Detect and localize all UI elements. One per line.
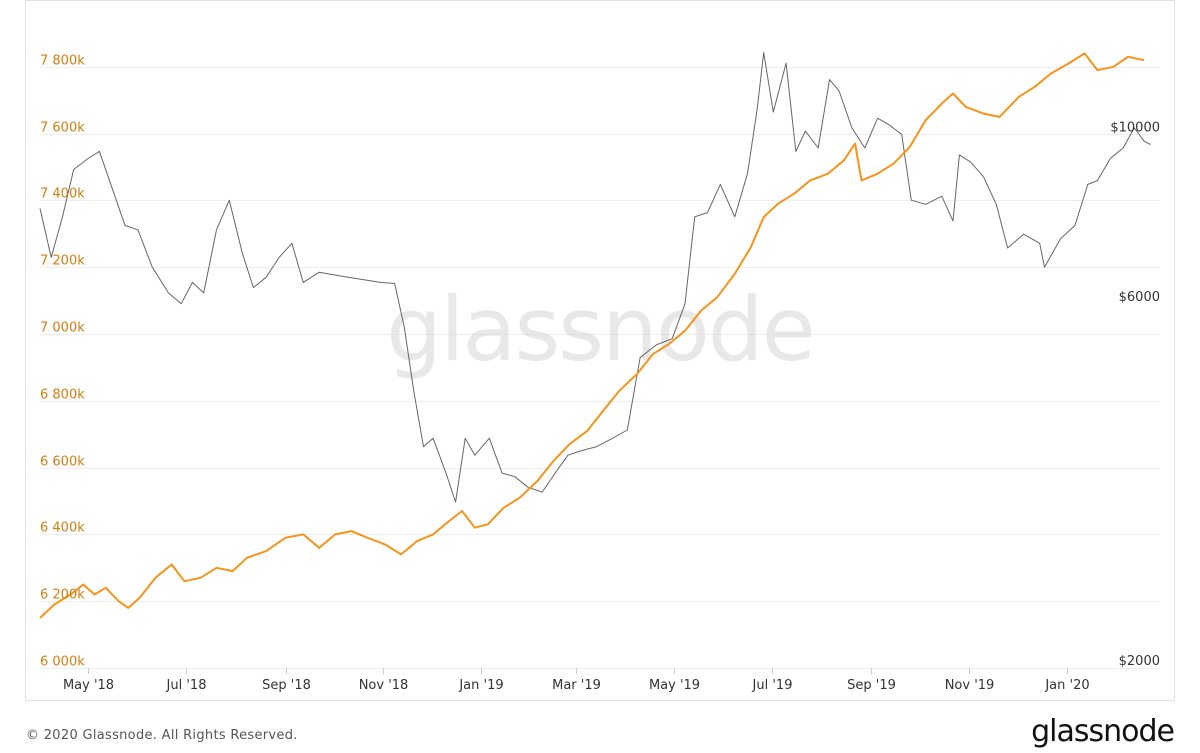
x-tick-label: Sep '18: [262, 678, 311, 693]
glassnode-logo: glassnode: [1031, 714, 1175, 749]
x-tick-label: Nov '19: [945, 678, 995, 693]
y-right-tick-label: $2000: [1119, 654, 1160, 669]
y-left-tick-label: 7 600k: [40, 121, 85, 136]
y-left-tick-label: 7 800k: [40, 54, 85, 69]
x-tick-label: May '19: [649, 678, 700, 693]
x-tick-label: Jul '19: [752, 678, 793, 693]
y-left-tick-label: 6 600k: [40, 455, 85, 470]
x-tick-label: Mar '19: [552, 678, 601, 693]
y-left-tick-label: 6 200k: [40, 588, 85, 603]
x-tick-label: Jan '19: [458, 678, 503, 693]
y-right-tick-label: $6000: [1119, 290, 1160, 305]
copyright-text: © 2020 Glassnode. All Rights Reserved.: [26, 728, 298, 743]
y-left-tick-label: 7 200k: [40, 254, 85, 269]
y-left-tick-label: 7 000k: [40, 321, 85, 336]
y-left-tick-label: 6 000k: [40, 655, 85, 670]
x-tick-label: May '18: [63, 678, 114, 693]
watermark: glassnode: [386, 278, 814, 381]
x-tick-label: Jul '18: [166, 678, 207, 693]
y-left-tick-label: 7 400k: [40, 187, 85, 202]
y-left-tick-label: 6 800k: [40, 388, 85, 403]
x-tick-label: Nov '18: [359, 678, 409, 693]
y-right-tick-label: $10000: [1110, 120, 1160, 135]
x-axis: May '18 Jul '18 Sep '18 Nov '18 Jan '19 Mar '…: [63, 668, 1090, 693]
series-line-price: [39, 52, 1151, 503]
x-tick-label: Jan '20: [1044, 678, 1089, 693]
series-layer: [39, 52, 1151, 619]
y-left-tick-label: 6 400k: [40, 521, 85, 536]
grid: [40, 67, 1160, 669]
x-tick-label: Sep '19: [847, 678, 896, 693]
y-axis-right: $2000 $6000 $10000: [1110, 120, 1160, 669]
chart-frame: [25, 0, 1175, 701]
y-axis-left: 6 000k 6 200k 6 400k 6 600k 6 800k 7 000k 7 20…: [40, 54, 85, 670]
series-line-left-axis: [39, 52, 1145, 619]
